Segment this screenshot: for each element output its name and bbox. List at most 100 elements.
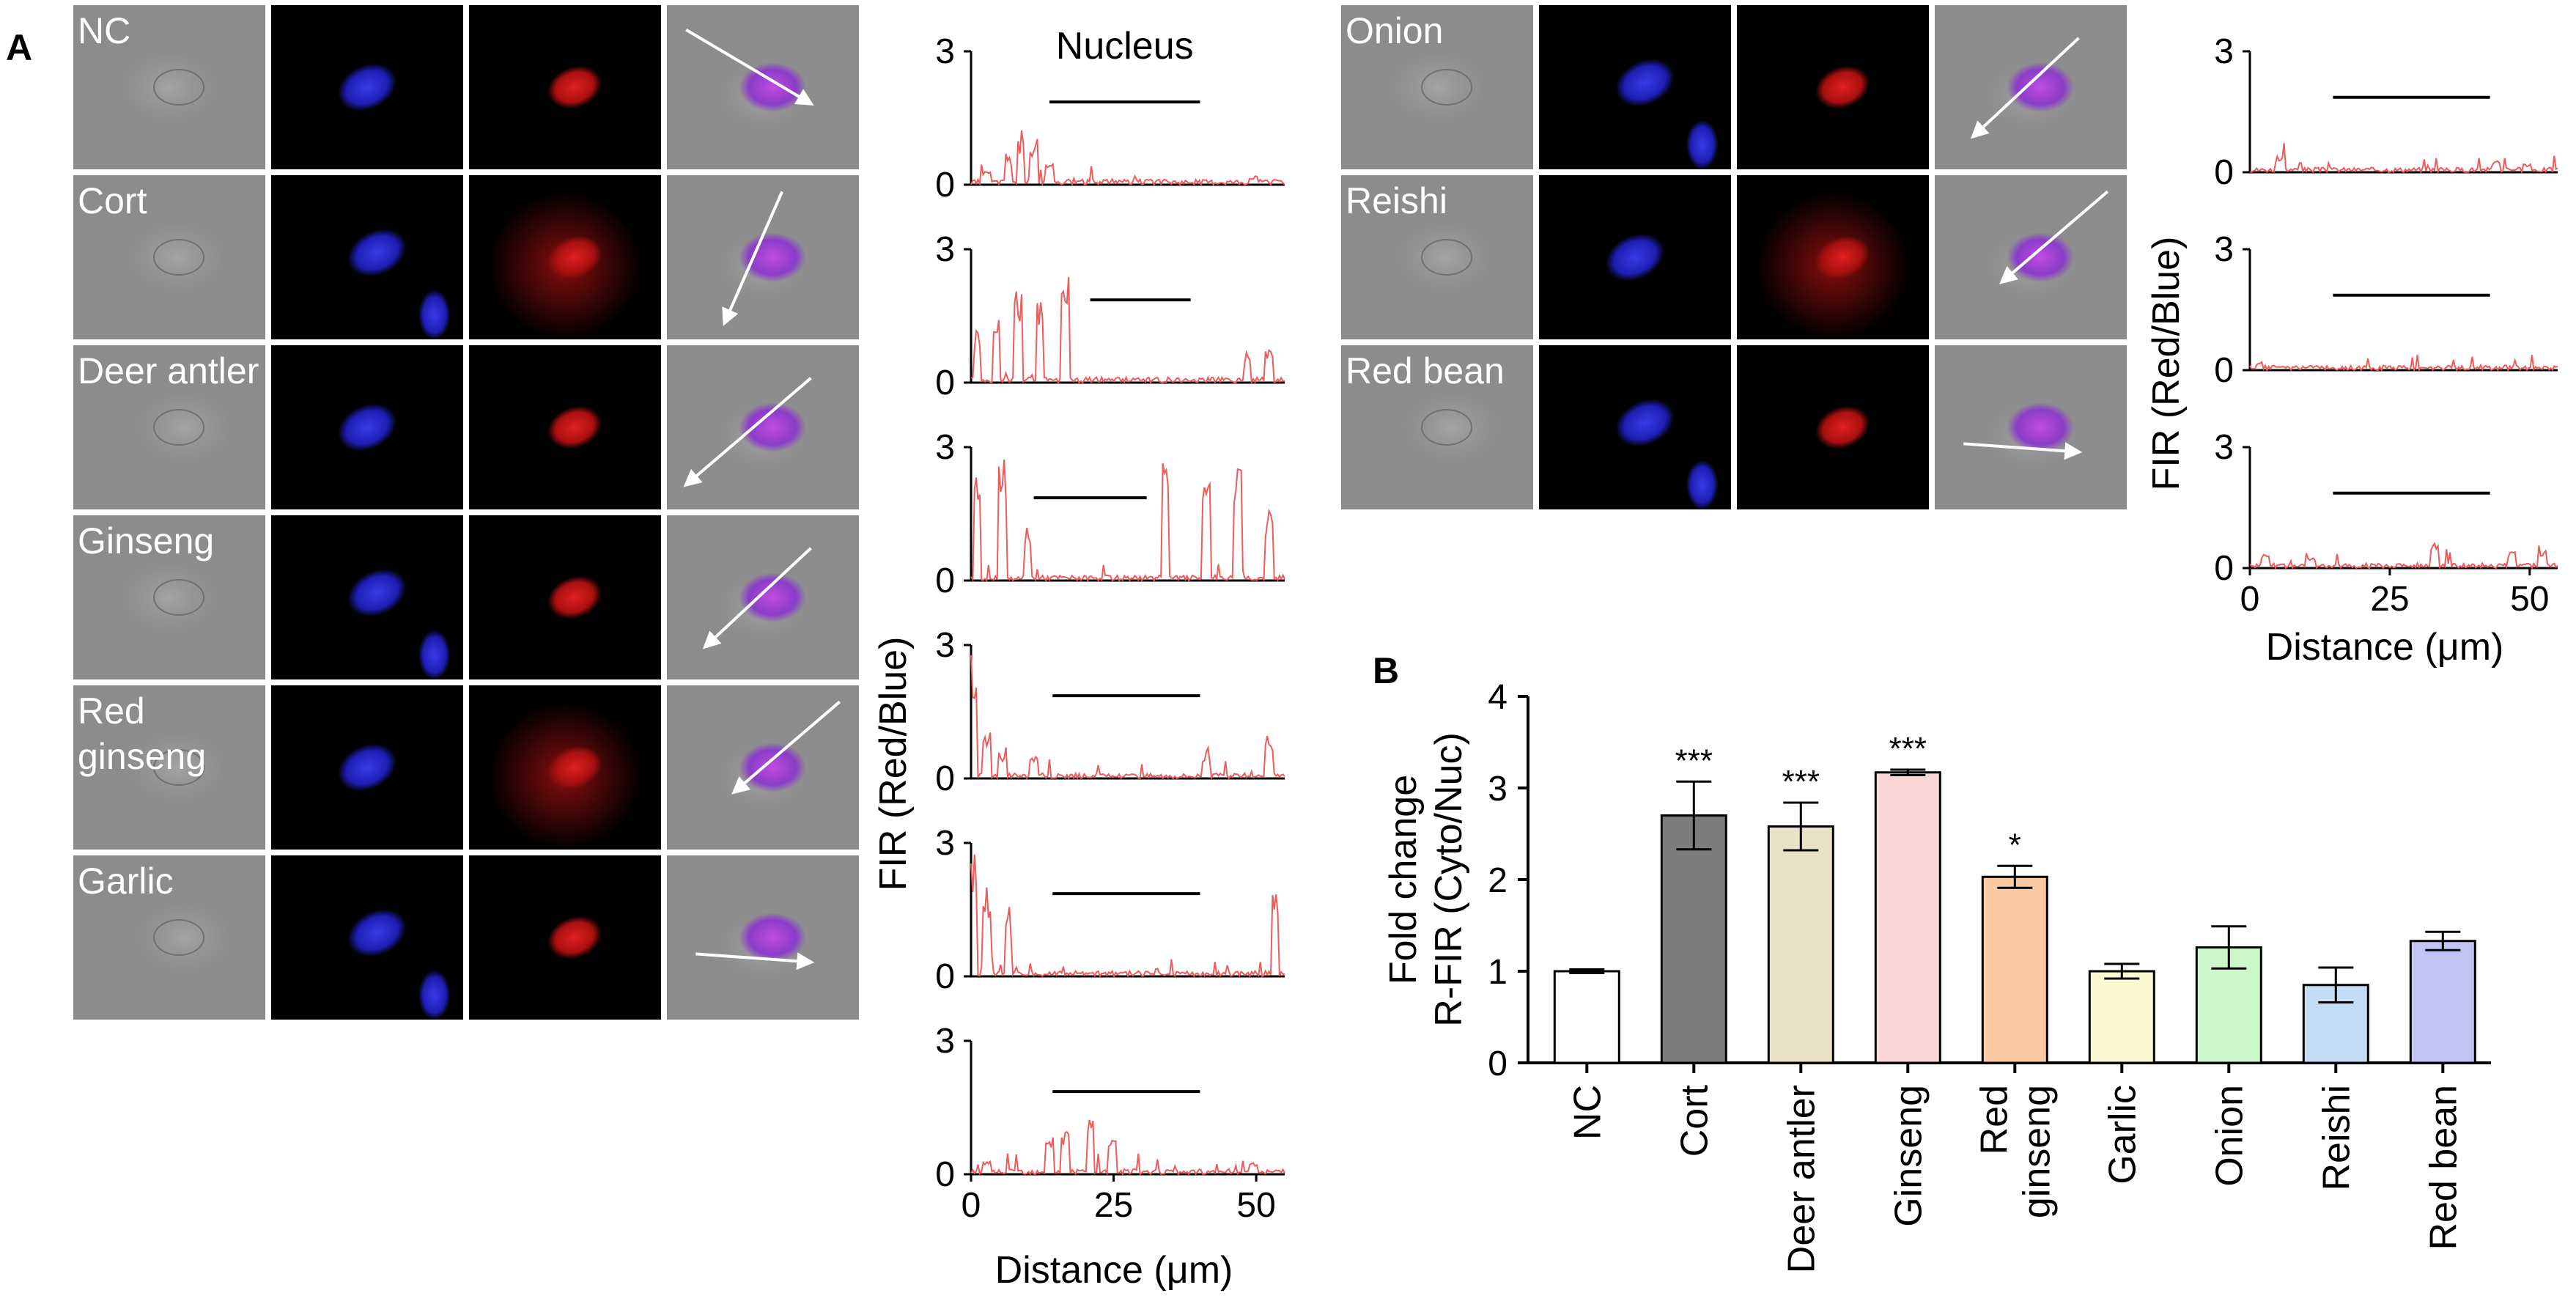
profile-y-tick: 3 bbox=[935, 626, 955, 665]
x-tick-label: Red bbox=[1973, 1085, 2015, 1154]
line-profile: 30 bbox=[935, 824, 1285, 996]
x-tick-label: Garlic bbox=[2101, 1085, 2144, 1185]
panel-b-label: B bbox=[1373, 650, 1399, 691]
significance-marker: *** bbox=[1782, 764, 1820, 800]
y-tick-label: 2 bbox=[1488, 861, 1507, 900]
profile-y-label-left: FIR (Red/Blue) bbox=[872, 637, 915, 891]
x-tick-label: Deer antler bbox=[1780, 1085, 1823, 1273]
profile-x-tick: 0 bbox=[2240, 580, 2260, 619]
bar-ginseng bbox=[1874, 771, 1941, 1064]
image-grid-right: Onion Reishi Red bean bbox=[1341, 5, 2127, 510]
line-profile: 3 0 Nucleus bbox=[935, 25, 1285, 205]
bar-cort bbox=[1660, 814, 1727, 1064]
line-profile: 3 00 25 50 bbox=[935, 1022, 1285, 1225]
line-profile: 30 bbox=[935, 626, 1285, 798]
profile-trace bbox=[2249, 143, 2558, 174]
profile-y-label-right: FIR (Red/Blue) bbox=[2145, 237, 2188, 491]
condition-label: NC bbox=[78, 10, 130, 51]
y-tick-label: 1 bbox=[1488, 953, 1507, 992]
y-axis-label: Fold change bbox=[1382, 775, 1425, 984]
condition-label: Red bean bbox=[1346, 350, 1505, 391]
profile-trace bbox=[970, 1119, 1285, 1176]
x-tick-label: NC bbox=[1566, 1085, 1609, 1140]
condition-label: Cort bbox=[78, 180, 147, 221]
bar-nc bbox=[1553, 970, 1620, 1064]
image-row-garlic: Garlic bbox=[73, 855, 859, 1020]
profile-y-tick: 0 bbox=[935, 166, 955, 205]
y-tick-label: 4 bbox=[1488, 678, 1507, 717]
nucleus-label: Nucleus bbox=[1056, 25, 1194, 67]
profile-trace bbox=[2249, 542, 2558, 570]
x-tick-label: Cort bbox=[1673, 1084, 1716, 1157]
profile-y-tick: 0 bbox=[935, 364, 955, 402]
profile-y-tick: 0 bbox=[2214, 549, 2234, 588]
profile-x-tick: 50 bbox=[2510, 580, 2549, 619]
profile-trace bbox=[970, 130, 1285, 187]
condition-label: Red bbox=[78, 690, 145, 732]
profile-x-label-right: Distance (μm) bbox=[2266, 626, 2504, 668]
profile-y-tick: 3 bbox=[2214, 230, 2234, 269]
profile-trace bbox=[970, 854, 1285, 979]
significance-marker: * bbox=[2009, 827, 2021, 863]
line-profile: 30 bbox=[935, 230, 1285, 402]
x-tick-label: Onion bbox=[2208, 1085, 2251, 1187]
profile-y-tick: 0 bbox=[935, 759, 955, 798]
profile-trace bbox=[2249, 354, 2558, 372]
profile-y-tick: 3 bbox=[2214, 428, 2234, 467]
y-tick-label: 0 bbox=[1488, 1045, 1507, 1083]
profile-y-tick: 0 bbox=[935, 1155, 955, 1194]
x-tick-label: ginseng bbox=[2015, 1085, 2058, 1218]
profile-y-tick: 3 bbox=[2214, 32, 2234, 71]
profile-y-tick: 0 bbox=[2214, 351, 2234, 390]
bar-deer-antler bbox=[1767, 825, 1834, 1064]
line-profile: 30 bbox=[2214, 230, 2558, 390]
condition-label: Garlic bbox=[78, 861, 174, 902]
profile-trace bbox=[970, 655, 1285, 781]
condition-label: ginseng bbox=[78, 736, 206, 777]
profile-y-tick: 0 bbox=[2214, 153, 2234, 192]
panel-a-label: A bbox=[6, 27, 32, 68]
image-row-onion: Onion bbox=[1341, 5, 2127, 170]
bar-garlic bbox=[2088, 970, 2155, 1064]
condition-label: Onion bbox=[1346, 10, 1443, 51]
line-profile: 3 00 25 50 bbox=[2214, 428, 2558, 619]
significance-marker: *** bbox=[1675, 743, 1713, 778]
profile-x-tick: 50 bbox=[1236, 1186, 1275, 1225]
profile-y-tick: 3 bbox=[935, 32, 955, 71]
bar-red-ginseng bbox=[1981, 875, 2048, 1064]
y-axis-label: R-FIR (Cyto/Nuc) bbox=[1428, 732, 1470, 1027]
x-tick-label: Red bean bbox=[2422, 1085, 2465, 1250]
profile-y-tick: 0 bbox=[935, 957, 955, 996]
condition-label: Reishi bbox=[1346, 180, 1447, 221]
condition-label: Ginseng bbox=[78, 520, 214, 561]
image-row-deer-antler: Deer antler bbox=[73, 345, 859, 509]
image-row-red-bean: Red bean bbox=[1341, 345, 2127, 510]
profile-x-tick: 25 bbox=[2370, 580, 2409, 619]
bar-red-bean bbox=[2409, 940, 2476, 1064]
profile-y-tick: 3 bbox=[935, 230, 955, 269]
profile-x-label-left: Distance (μm) bbox=[995, 1249, 1233, 1292]
profile-y-tick: 3 bbox=[935, 428, 955, 467]
profile-y-tick: 0 bbox=[935, 561, 955, 600]
profile-y-tick: 3 bbox=[935, 824, 955, 863]
profile-y-tick: 3 bbox=[935, 1022, 955, 1061]
y-tick-label: 3 bbox=[1488, 770, 1507, 808]
x-tick-label: Ginseng bbox=[1887, 1085, 1930, 1227]
profile-x-tick: 0 bbox=[962, 1186, 981, 1225]
image-row-ginseng: Ginseng bbox=[73, 515, 859, 680]
line-profile: 30 bbox=[935, 428, 1285, 600]
bar-chart: 0 1 2 3 4 Fold change R-FIR (Cyto/Nuc) NC *** Cor… bbox=[1382, 678, 2491, 1273]
image-row-cort: Cort bbox=[73, 175, 859, 340]
profile-x-tick: 25 bbox=[1094, 1186, 1133, 1225]
profile-trace bbox=[970, 459, 1285, 583]
image-row-reishi: Reishi bbox=[1341, 175, 2127, 340]
image-row-nc: NC bbox=[73, 5, 859, 169]
line-profile: 30 bbox=[2214, 32, 2558, 192]
x-tick-label: Reishi bbox=[2315, 1085, 2358, 1191]
significance-marker: *** bbox=[1889, 731, 1927, 767]
